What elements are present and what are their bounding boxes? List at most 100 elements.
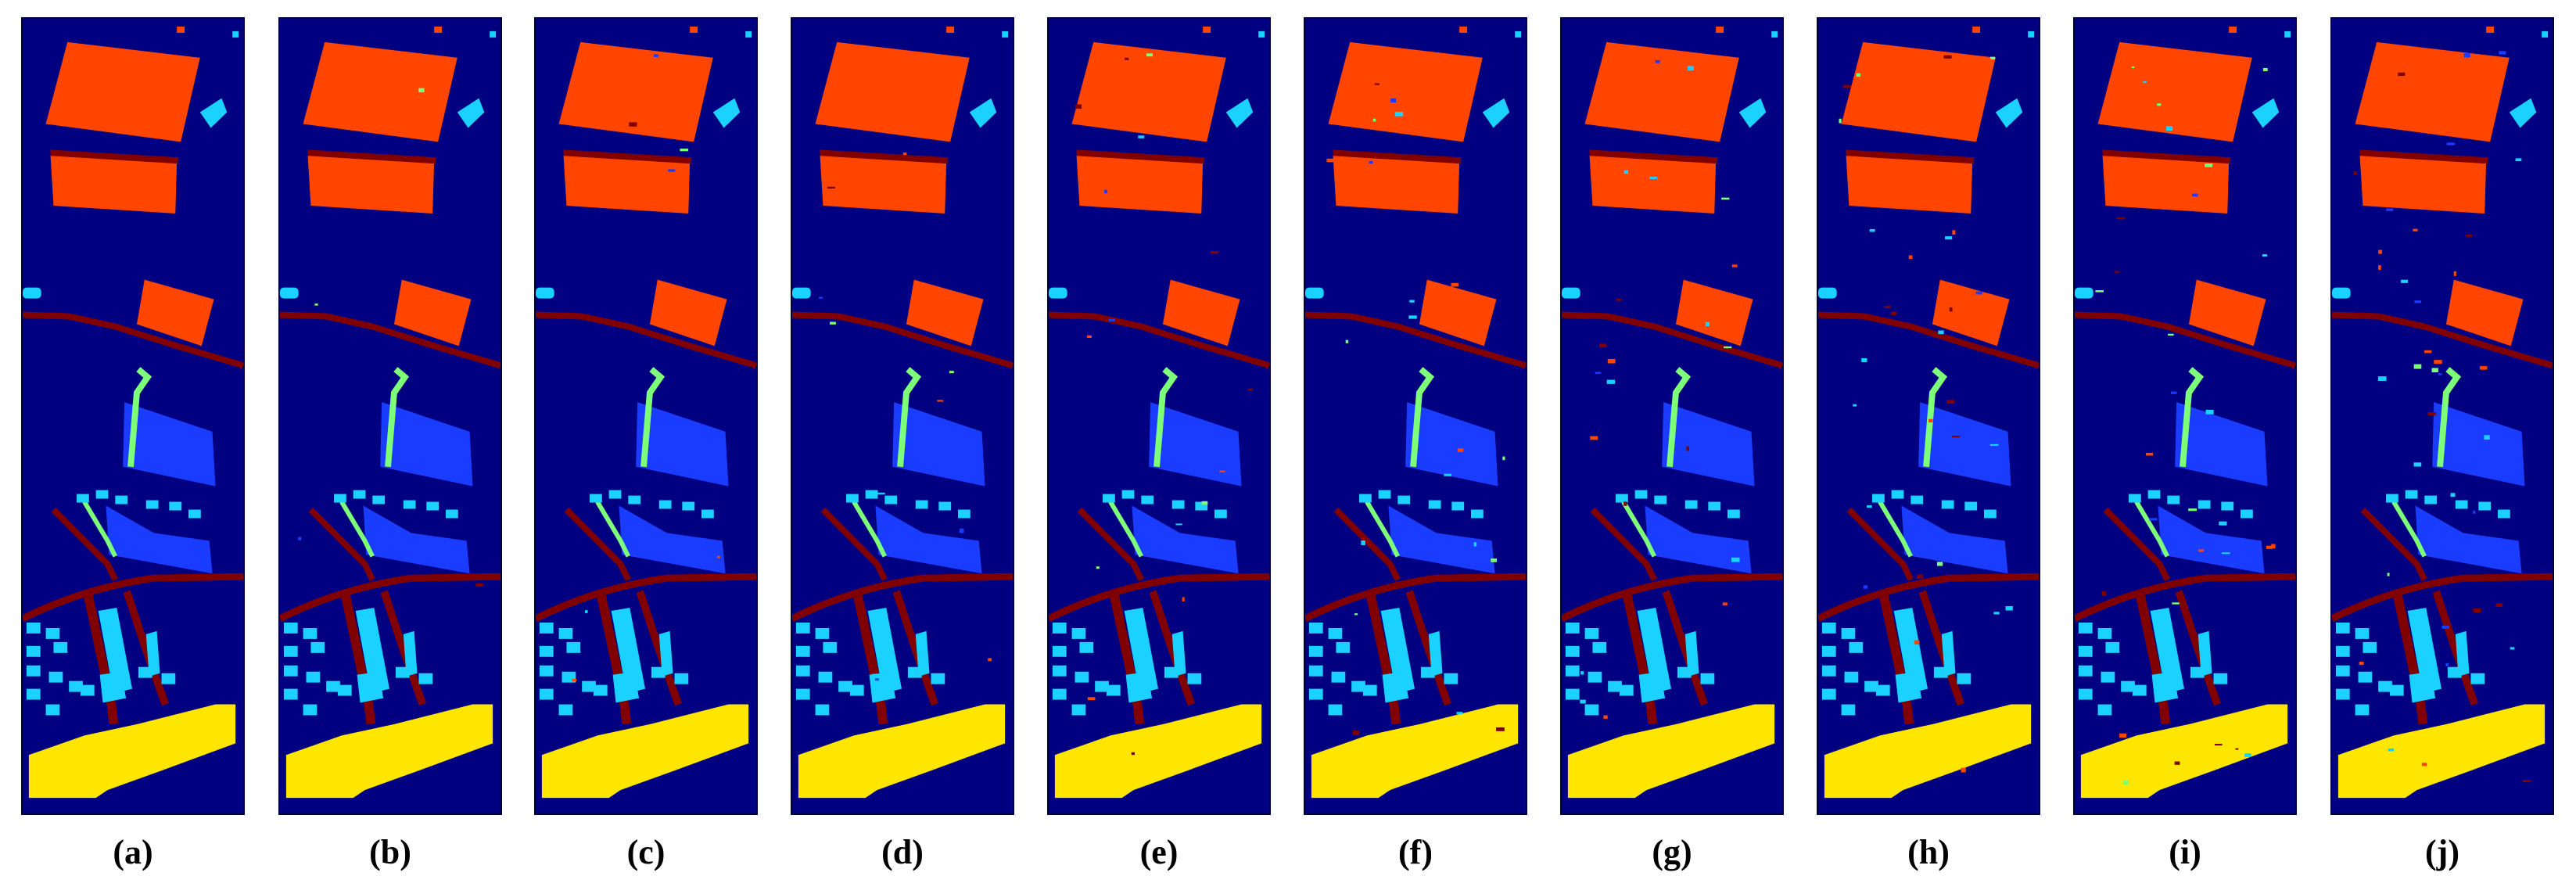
orange-region <box>2355 41 2510 142</box>
cyan-region <box>915 500 928 509</box>
green-strip <box>127 367 152 468</box>
misclassification-speck <box>2499 51 2506 55</box>
cyan-region <box>1428 630 1443 677</box>
cyan-region <box>2190 666 2205 678</box>
orange-region <box>1932 279 2010 346</box>
misclassification-speck <box>1869 228 1875 232</box>
maroon-region <box>50 149 179 164</box>
cyan-region <box>1164 666 1179 678</box>
green-strip <box>1153 367 1179 468</box>
cyan-region <box>1106 684 1121 696</box>
panel-caption-c: (c) <box>626 833 666 871</box>
orange-region <box>1419 279 1497 346</box>
green-strip <box>1667 367 1692 468</box>
maroon-road <box>2175 590 2222 706</box>
misclassification-speck <box>2205 163 2213 167</box>
cyan-region <box>2167 495 2180 504</box>
cyan-region <box>628 495 641 504</box>
classification-map-a <box>21 17 245 815</box>
cyan-region <box>1397 495 1411 504</box>
orange-region <box>434 26 443 33</box>
cyan-region <box>915 630 930 677</box>
blue-region <box>363 505 470 574</box>
misclassification-speck <box>1861 357 1867 362</box>
cyan-region <box>1359 494 1372 503</box>
misclassification-speck <box>1731 264 1738 267</box>
cyan-region <box>795 688 810 700</box>
cyan-region <box>658 630 673 677</box>
misclassification-speck <box>1458 448 1464 452</box>
misclassification-speck <box>1374 83 1379 85</box>
orange-region <box>2097 41 2252 142</box>
blue-region <box>1388 505 1495 574</box>
misclassification-speck <box>2473 510 2476 514</box>
misclassification-speck <box>1884 306 1891 309</box>
classification-map-i <box>2073 17 2297 815</box>
cyan-region <box>306 671 321 683</box>
yellow-region <box>1567 704 1775 799</box>
cyan-region <box>1941 630 1956 677</box>
cyan-region <box>1225 98 1254 128</box>
maroon-road <box>1405 590 1452 706</box>
cyan-region <box>283 622 298 634</box>
misclassification-speck <box>2463 53 2470 58</box>
cyan-region <box>651 666 666 678</box>
cyan-region <box>1700 673 1715 684</box>
cyan-region <box>1565 622 1580 634</box>
misclassification-speck <box>2414 300 2422 303</box>
cyan-region <box>1258 31 1265 38</box>
green-strip <box>82 501 117 558</box>
blue-region <box>1645 505 1752 574</box>
cyan-region <box>2101 671 2115 683</box>
blue-region <box>380 402 473 486</box>
cyan-region <box>593 684 608 696</box>
maroon-region <box>2102 149 2231 164</box>
maroon-road <box>636 590 683 706</box>
misclassification-speck <box>1731 557 1740 562</box>
misclassification-speck <box>1598 343 1607 348</box>
cyan-region <box>849 684 864 696</box>
misclassification-speck <box>314 303 318 306</box>
maroon-road <box>84 594 119 725</box>
cyan-region <box>2355 627 2370 639</box>
cyan-region <box>1052 665 1067 677</box>
cyan-region <box>1957 673 1971 684</box>
misclassification-speck <box>2427 412 2436 416</box>
misclassification-speck <box>418 88 425 93</box>
cyan-region <box>418 673 433 684</box>
misclassification-speck <box>2117 217 2126 220</box>
cyan-region <box>865 490 878 499</box>
misclassification-speck <box>2230 555 2234 558</box>
cyan-region <box>823 641 838 653</box>
cyan-region <box>558 704 573 716</box>
maroon-road <box>1818 311 2039 369</box>
panel-caption-b: (b) <box>369 833 411 871</box>
cyan-region <box>536 287 554 299</box>
misclassification-speck <box>1853 404 1857 407</box>
misclassification-speck <box>1345 339 1349 343</box>
maroon-road <box>1662 590 1709 706</box>
cyan-region <box>1071 627 1086 639</box>
maroon-road <box>1846 507 1914 581</box>
cyan-region <box>1891 490 1904 499</box>
yellow-region <box>1311 704 1519 799</box>
misclassification-speck <box>1946 400 1955 404</box>
cyan-region <box>45 704 60 716</box>
cyan-region <box>1708 501 1721 511</box>
misclassification-speck <box>2431 368 2438 373</box>
maroon-road <box>536 311 756 369</box>
cyan-region <box>2221 501 2234 511</box>
cyan-region <box>2284 31 2291 38</box>
misclassification-speck <box>1952 230 1956 235</box>
orange-region <box>2188 279 2266 346</box>
misclassification-speck <box>1361 540 1365 545</box>
maroon-road <box>51 507 118 581</box>
maroon-road <box>1077 507 1144 581</box>
maroon-road <box>564 507 631 581</box>
blue-region <box>2432 402 2525 486</box>
cyan-region <box>1428 500 1441 509</box>
cyan-region <box>1584 627 1599 639</box>
maroon-region <box>1589 149 1718 164</box>
classification-map-d <box>791 17 1014 815</box>
misclassification-speck <box>717 555 720 558</box>
